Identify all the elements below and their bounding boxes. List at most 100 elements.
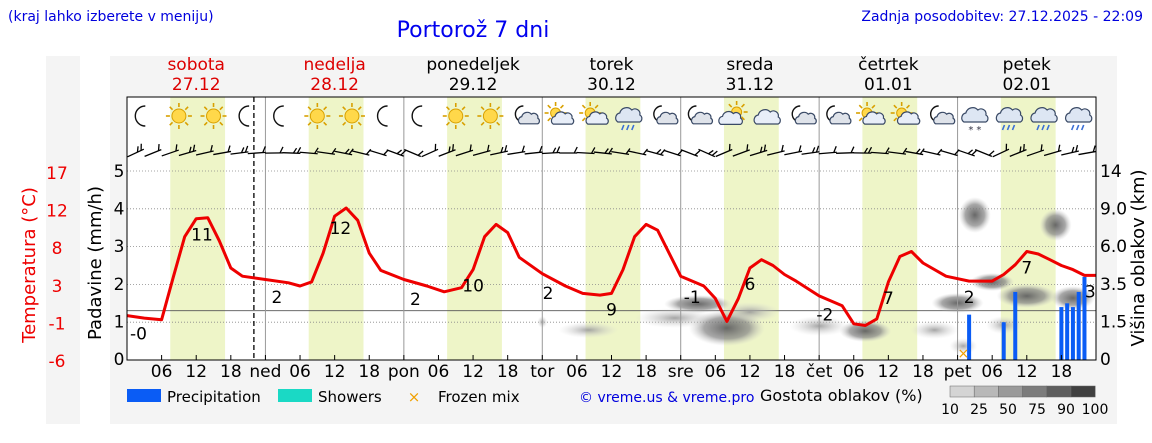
x-tick-label: 12 [739,362,761,382]
cloud-shape [656,111,679,125]
wind-shaft [282,152,301,154]
x-tick-label: 18 [912,362,934,382]
wind-shaft [455,149,474,157]
sun-ray [559,104,564,109]
weather-icon-sun [477,103,504,129]
day-date-4: 30.12 [587,75,636,95]
sun-ray [906,104,911,109]
precip-tick-label: 0 [114,350,125,370]
legend-precip-swatch [127,389,161,402]
wind-barb [870,147,890,155]
wind-barb [887,147,908,155]
legend-frozen-marker: × [408,388,421,406]
x-tick-label: 12 [324,362,346,382]
temp-tick-label: -1 [49,314,66,334]
cloud-height-tick-label: 6.0 [1100,237,1127,257]
wind-barb [386,149,407,157]
wind-barb [316,147,337,155]
wind-barb [127,143,145,158]
left-margin-panel [46,56,80,424]
weather-icon-rain-cloud [1030,107,1058,131]
wind-flag [811,147,816,153]
cloud-shape [718,110,743,125]
temp-tick-label: 3 [52,277,63,297]
wind-flag [694,150,701,156]
cloud-density-swatch [998,385,1023,398]
sun-ray [169,121,174,126]
x-tick-label: 18 [497,362,519,382]
x-tick-label: 06 [428,362,450,382]
wind-shaft [698,148,716,158]
day-name-6: četrtek [858,55,919,75]
sun-ray [547,117,552,122]
x-tick-label: 18 [635,362,657,382]
wind-flag [573,146,578,154]
day-name-4: torek [590,55,634,75]
x-tick-label: čet [806,362,833,382]
sun-ray [496,106,501,111]
cloud-density-patch [839,320,892,342]
cloud-density-swatch [1046,385,1072,398]
weather-icon-moon-cloud [826,105,852,125]
cloud-shape [615,107,643,123]
sun-ray [342,106,347,111]
weather-icon-sun [442,103,469,129]
region-hint[interactable]: (kraj lahko izberete v meniju) [8,9,214,25]
wind-shaft [1061,150,1079,156]
wind-flag [971,149,978,156]
wind-flag [279,146,284,154]
x-tick-label: 18 [1051,362,1073,382]
wind-flag [292,147,298,154]
wind-shaft [351,150,370,156]
wind-shaft [490,150,508,156]
sun-disc [309,108,325,124]
day-name-7: petek [1003,55,1051,75]
cloud-density-swatch [949,385,975,398]
wind-flag [331,147,337,155]
weather-icon-sun-cloud [544,102,575,125]
wind-shaft [1078,150,1097,156]
weather-icon-sun [165,103,192,129]
day-name-1: sobota [167,55,225,75]
sun-ray [858,104,863,109]
wind-flag [348,148,354,155]
wind-shaft [836,152,855,154]
x-tick-label: 06 [705,362,727,382]
wind-flag [486,144,490,152]
wind-flag [604,148,609,154]
plot-border [126,96,1097,361]
credit-link[interactable]: © vreme.us & vreme.pro [579,390,754,406]
sun-ray [728,103,733,108]
cloud-density-swatch [973,385,999,398]
sun-ray [219,106,224,111]
cloud-density-level: 50 [999,402,1017,418]
rain-drop [626,124,630,131]
wind-flag [1075,144,1079,152]
wind-barb [766,144,785,156]
wind-barb [455,144,474,157]
wind-shaft [247,151,266,155]
wind-flag [867,146,873,154]
wind-flag [711,150,718,156]
wind-flag [815,145,820,153]
sun-ray [307,121,312,126]
temperature-axis-label: Temperatura (°C) [19,187,40,344]
wind-barb [680,149,701,157]
x-tick-label: 18 [358,362,380,382]
wind-flag [759,146,763,153]
daylight-band [862,97,918,360]
wind-shaft [213,150,232,156]
wind-shaft [144,149,162,157]
wind-flag [210,144,213,152]
rain-drop [1041,124,1045,131]
weather-icon-cloud-sun [718,101,748,125]
wind-flag [798,145,802,153]
cloud-height-tick-label: 0 [1100,350,1111,370]
wind-flag [728,143,731,151]
sun-ray [323,106,328,111]
precip-tick-label: 4 [114,200,125,220]
wind-barb [905,148,925,156]
wind-flag [1071,146,1075,153]
wind-flag [521,145,525,153]
sun-disc [482,108,498,124]
